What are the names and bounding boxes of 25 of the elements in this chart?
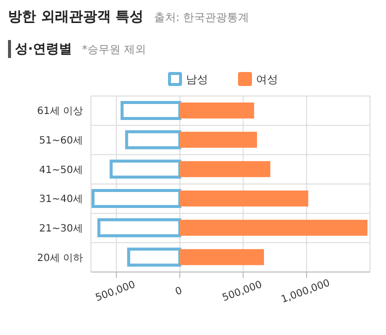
bar (127, 248, 182, 267)
bar (125, 130, 182, 150)
bar (180, 190, 308, 206)
y-tick-label: 21~30세 (39, 224, 83, 235)
bar (180, 249, 264, 266)
y-tick-label: 31~40세 (39, 194, 83, 206)
bar (180, 102, 254, 118)
y-tick-label: 20세 이하 (37, 252, 83, 264)
bar (97, 218, 182, 238)
x-tick-label: 0 (174, 285, 184, 298)
bar (120, 100, 182, 120)
y-tick-label: 51~60세 (39, 136, 83, 147)
bar (180, 132, 258, 148)
y-tick-label: 61세 이상 (37, 106, 83, 118)
bar (180, 220, 368, 236)
source-note: 출처: 한국관광통계 (154, 10, 249, 25)
text: *승무원 제외 (82, 42, 146, 57)
y-tick-label: 41~50세 (39, 164, 83, 176)
chart-title: 방한 외래관광객 특성 (8, 8, 144, 26)
bar (92, 188, 182, 208)
legend-label: 여성 (255, 72, 278, 86)
bar (180, 161, 270, 178)
bar (110, 160, 182, 179)
legend-label: 남성 (185, 72, 208, 86)
chart-subtitle: 성·연령별 (8, 40, 72, 58)
